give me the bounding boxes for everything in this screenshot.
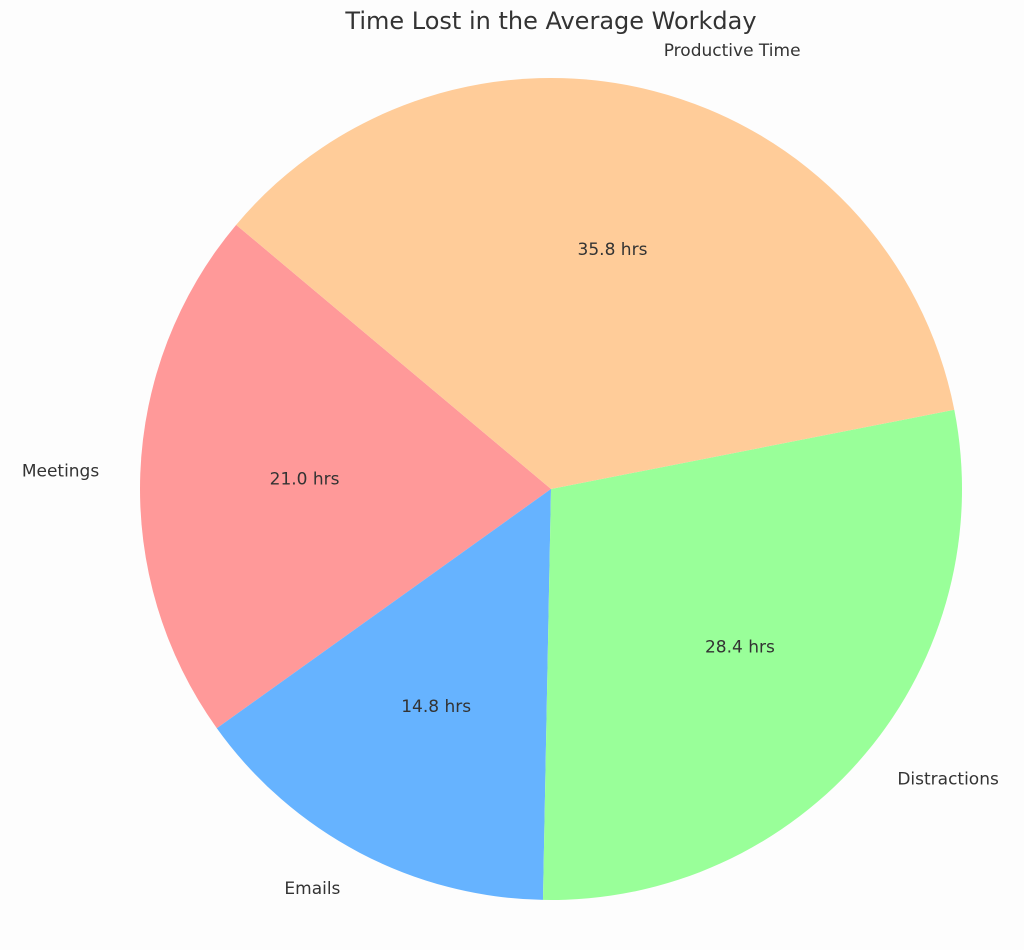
category-label: Meetings bbox=[22, 462, 100, 482]
value-label: 28.4 hrs bbox=[705, 638, 775, 658]
value-label: 35.8 hrs bbox=[578, 240, 648, 260]
pie-wedge bbox=[216, 489, 551, 900]
pie-wedge bbox=[139, 224, 551, 729]
category-label: Distractions bbox=[897, 770, 999, 790]
category-label: Productive Time bbox=[664, 41, 801, 61]
category-label: Emails bbox=[284, 879, 340, 899]
pie-wedge bbox=[542, 409, 962, 901]
pie-wedge bbox=[236, 77, 955, 490]
value-label: 14.8 hrs bbox=[401, 697, 471, 717]
chart-title: Time Lost in the Average Workday bbox=[344, 7, 756, 35]
value-label: 21.0 hrs bbox=[270, 470, 340, 490]
